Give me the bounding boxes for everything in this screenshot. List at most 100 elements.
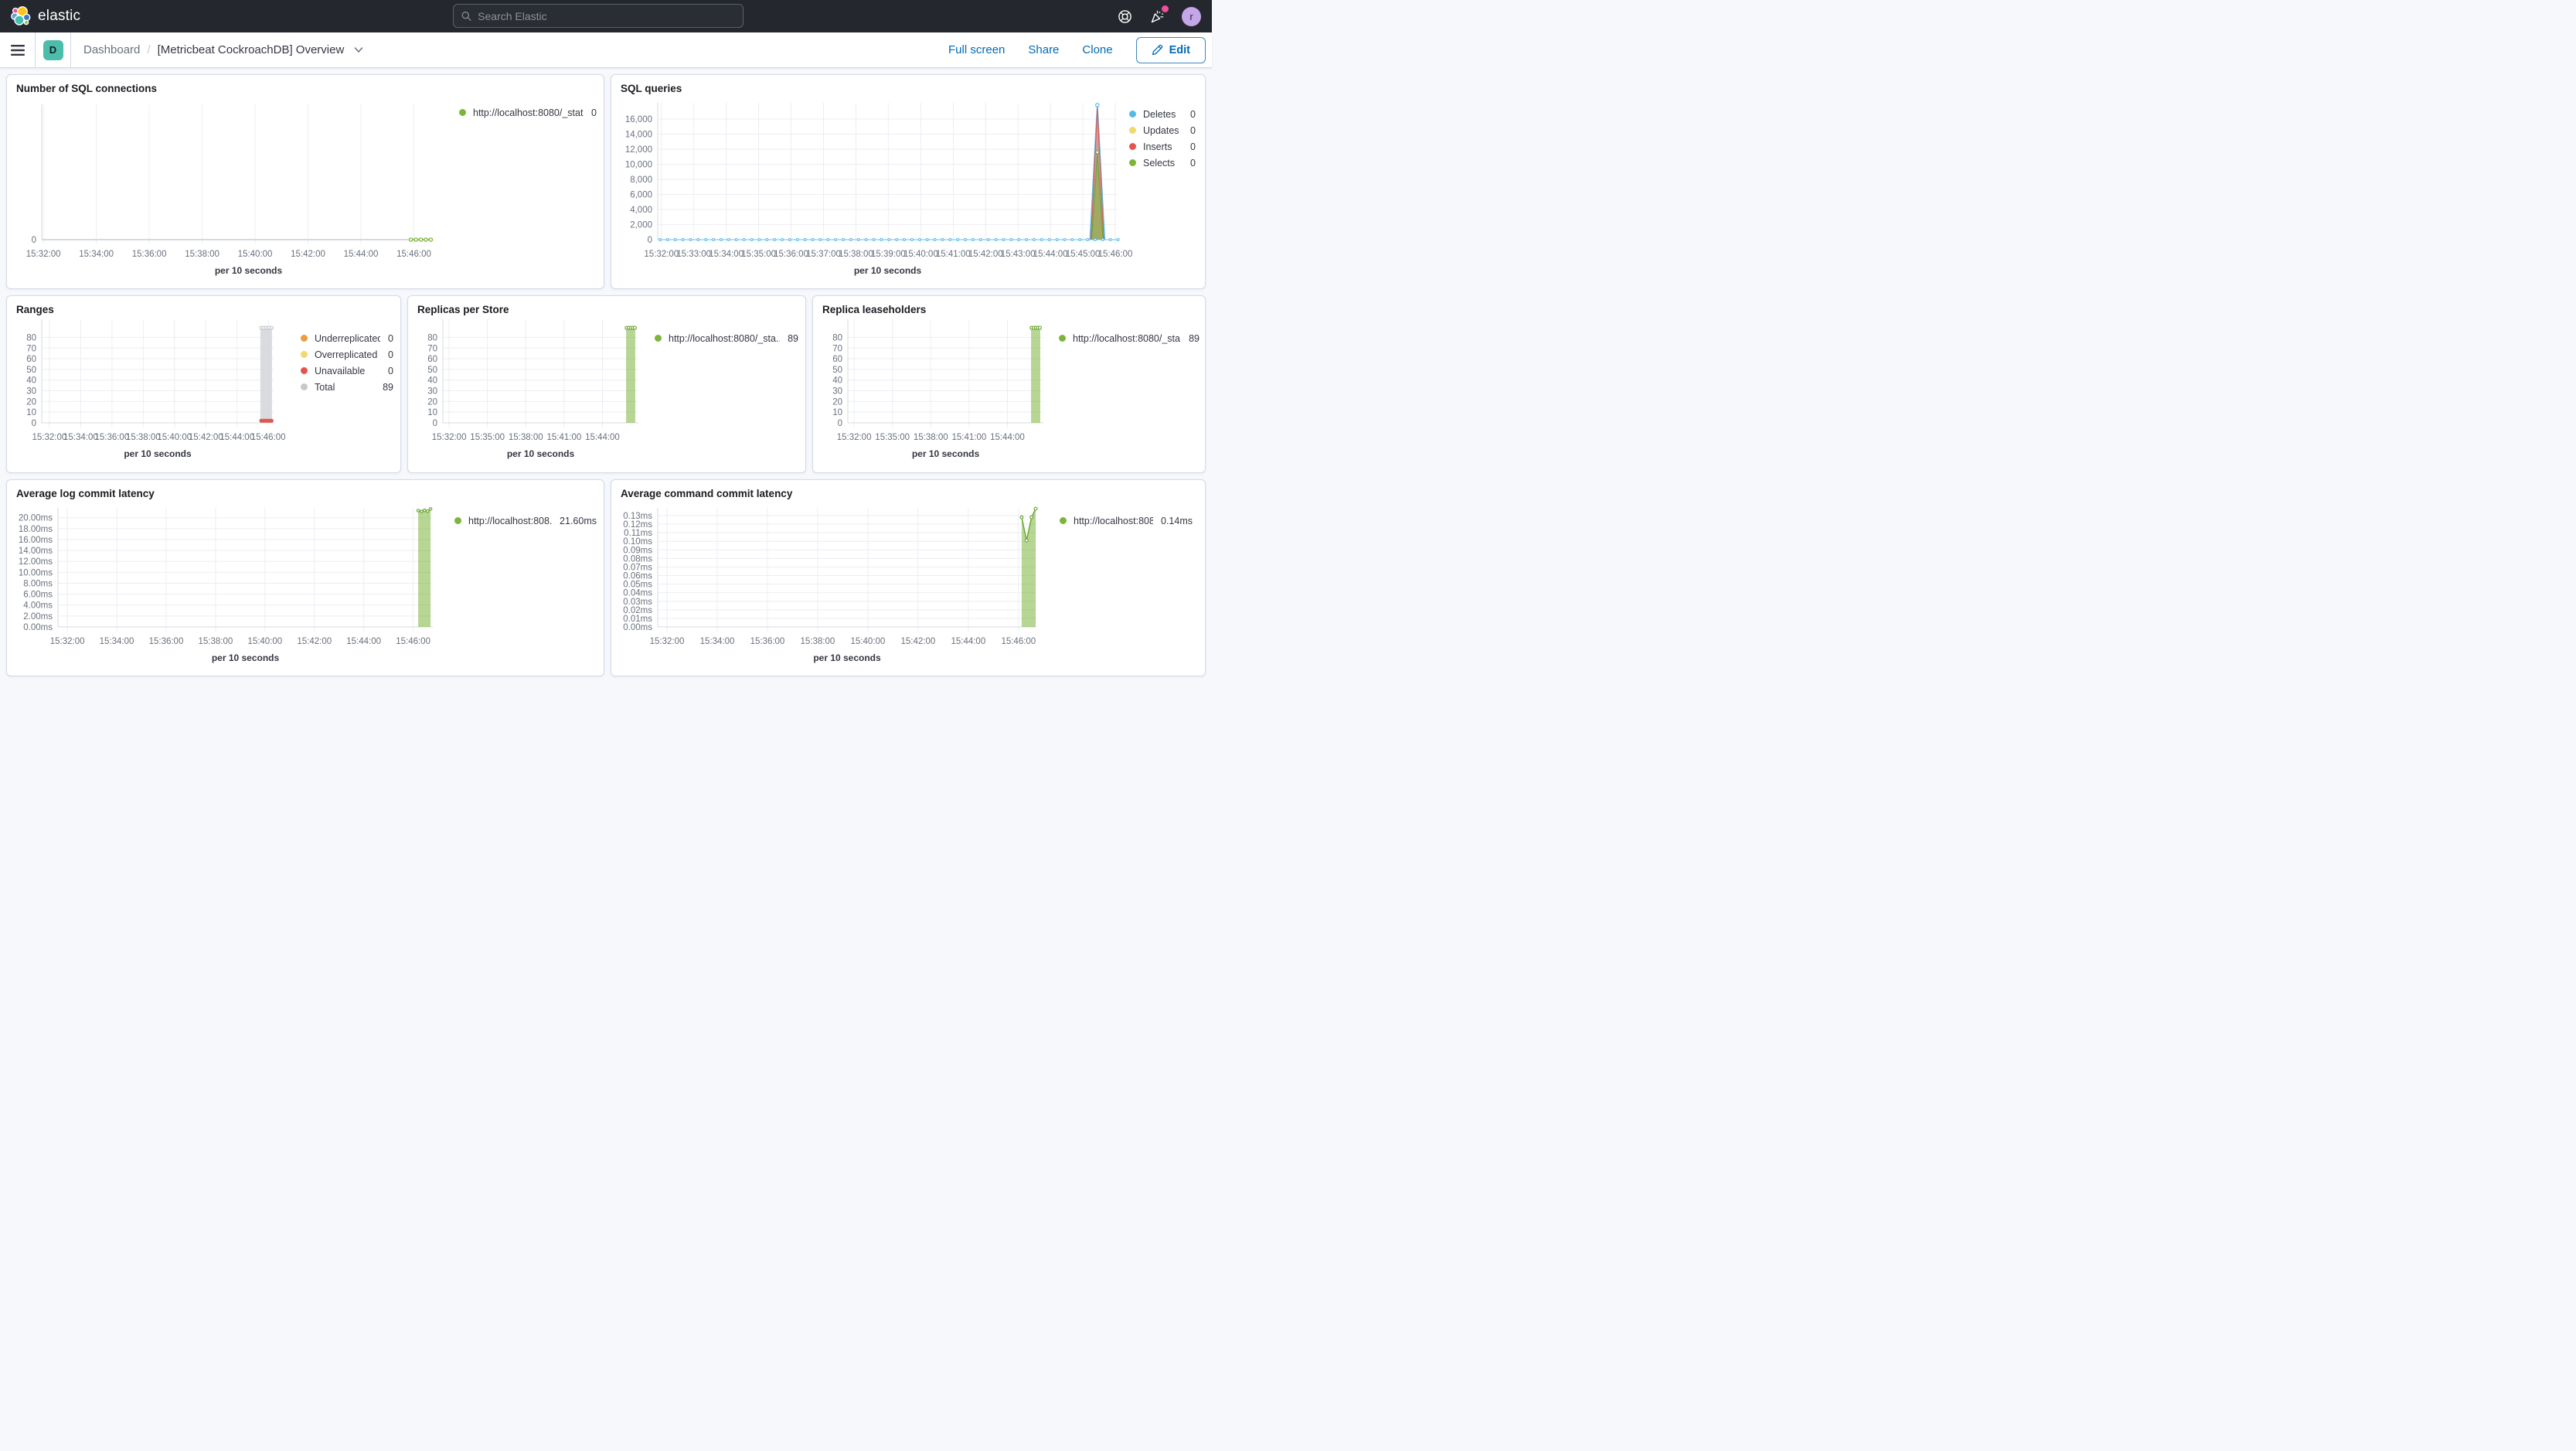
legend-value: 0 xyxy=(388,365,393,376)
svg-text:12,000: 12,000 xyxy=(625,145,652,155)
svg-text:0.02ms: 0.02ms xyxy=(623,606,652,615)
svg-text:15:44:00: 15:44:00 xyxy=(951,637,985,646)
svg-text:15:32:00: 15:32:00 xyxy=(644,250,679,259)
clone-button[interactable]: Clone xyxy=(1082,43,1113,56)
svg-text:14,000: 14,000 xyxy=(625,130,652,139)
svg-text:15:36:00: 15:36:00 xyxy=(750,637,785,646)
avatar[interactable]: r xyxy=(1182,6,1201,26)
top-nav-bar: elastic xyxy=(0,0,1212,32)
legend-series-dot xyxy=(454,517,461,524)
svg-text:15:44:00: 15:44:00 xyxy=(346,637,381,646)
title-menu-button[interactable] xyxy=(354,46,363,53)
legend-value: 0.14ms xyxy=(1161,515,1193,526)
toolbar-actions: Full screen Share Clone Edit xyxy=(948,36,1212,63)
svg-text:15:35:00: 15:35:00 xyxy=(470,433,505,442)
dashboard-app-button[interactable]: D xyxy=(36,32,71,67)
svg-text:40: 40 xyxy=(832,376,842,386)
svg-text:15:32:00: 15:32:00 xyxy=(837,433,872,442)
legend-item[interactable]: Unavailable 0 xyxy=(301,363,393,379)
svg-text:0.09ms: 0.09ms xyxy=(623,546,652,555)
svg-text:0.07ms: 0.07ms xyxy=(623,563,652,572)
svg-text:15:32:00: 15:32:00 xyxy=(26,250,61,259)
svg-text:15:46:00: 15:46:00 xyxy=(251,433,286,442)
menu-icon xyxy=(10,44,25,56)
legend-series-dot xyxy=(301,367,308,374)
svg-text:0: 0 xyxy=(32,419,36,428)
svg-text:0.12ms: 0.12ms xyxy=(623,520,652,530)
replicas-per-store-plot[interactable]: 15:32:00 15:35:00 15:38:00 15:41:00 15:44:00… xyxy=(408,296,805,472)
replica-leaseholders-plot[interactable]: 15:32:00 15:35:00 15:38:00 15:41:00 15:44:00… xyxy=(813,296,1205,472)
help-button[interactable] xyxy=(1117,9,1132,24)
legend-value: 0 xyxy=(1190,124,1196,136)
panel-title: Replicas per Store xyxy=(417,304,509,315)
svg-text:40: 40 xyxy=(26,376,36,386)
edit-button-label: Edit xyxy=(1169,43,1190,56)
svg-text:0.00ms: 0.00ms xyxy=(23,623,53,632)
legend-label: Selects xyxy=(1143,157,1175,169)
ranges-plot[interactable]: 15:32:00 15:34:00 15:36:00 15:38:00 15:40:00… xyxy=(7,296,400,472)
svg-text:18.00ms: 18.00ms xyxy=(19,525,53,534)
dashboard-content: Number of SQL connections 15:32:00 15:34:… xyxy=(0,68,1212,683)
legend-item[interactable]: http://localhost:8080... 0.14ms xyxy=(1060,513,1193,529)
svg-text:0: 0 xyxy=(648,236,652,245)
legend-series-dot xyxy=(301,335,308,342)
log-commit-latency-plot[interactable]: 15:32:00 15:34:00 15:36:00 15:38:00 15:40:00… xyxy=(7,480,604,676)
panel-title: SQL queries xyxy=(621,83,682,94)
share-button[interactable]: Share xyxy=(1028,43,1060,56)
svg-text:15:41:00: 15:41:00 xyxy=(951,433,986,442)
svg-text:15:38:00: 15:38:00 xyxy=(839,250,873,259)
svg-text:per 10 seconds: per 10 seconds xyxy=(215,265,283,276)
elastic-brand[interactable]: elastic xyxy=(11,6,80,26)
svg-text:80: 80 xyxy=(427,333,437,342)
sql-queries-plot[interactable]: 15:32:00 15:33:00 15:34:00 15:35:00 15:36:00… xyxy=(611,75,1205,288)
svg-text:0.04ms: 0.04ms xyxy=(623,589,652,598)
svg-text:15:40:00: 15:40:00 xyxy=(851,637,886,646)
breadcrumb-dashboard-link[interactable]: Dashboard xyxy=(83,43,141,56)
svg-text:0.05ms: 0.05ms xyxy=(623,581,652,590)
ranges-legend: Underreplicated 0 Overreplicated 0 Unavailab… xyxy=(301,330,393,395)
legend-item[interactable]: Overreplicated 0 xyxy=(301,346,393,363)
legend-series-dot xyxy=(1129,127,1136,134)
chart-canvas: 15:32:0015:34:0015:36:0015:38:0015:40:00… xyxy=(26,319,286,459)
legend-item[interactable]: http://localhost:8080/_sta... 89 xyxy=(1059,330,1200,346)
full-screen-button[interactable]: Full screen xyxy=(948,43,1006,56)
svg-text:per 10 seconds: per 10 seconds xyxy=(854,265,922,276)
news-icon xyxy=(1151,10,1163,22)
sql-queries-legend: Deletes 0 Updates 0 Inserts 0 Selects 0 xyxy=(1129,106,1196,171)
svg-text:10: 10 xyxy=(26,408,36,417)
svg-text:8.00ms: 8.00ms xyxy=(23,579,53,588)
help-icon xyxy=(1118,9,1131,23)
legend-item[interactable]: http://localhost:8080/_sta... 89 xyxy=(655,330,798,346)
sql-connections-plot[interactable]: 15:32:00 15:34:00 15:36:00 15:38:00 15:40:00… xyxy=(7,75,604,288)
legend-series-dot xyxy=(1129,159,1136,166)
command-commit-latency-plot[interactable]: 15:32:00 15:34:00 15:36:00 15:38:00 15:40:00… xyxy=(611,480,1205,676)
svg-text:12.00ms: 12.00ms xyxy=(19,557,53,567)
edit-button[interactable]: Edit xyxy=(1135,36,1206,63)
svg-text:80: 80 xyxy=(832,333,842,342)
svg-text:50: 50 xyxy=(427,366,437,375)
legend-item[interactable]: Underreplicated 0 xyxy=(301,330,393,346)
legend-item[interactable]: Total 89 xyxy=(301,379,393,395)
legend-label: Unavailable xyxy=(315,365,366,376)
svg-text:15:46:00: 15:46:00 xyxy=(1001,637,1036,646)
svg-text:0.06ms: 0.06ms xyxy=(623,572,652,581)
legend-item[interactable]: Inserts 0 xyxy=(1129,138,1196,155)
legend-item[interactable]: Deletes 0 xyxy=(1129,106,1196,122)
svg-text:60: 60 xyxy=(832,355,842,364)
news-button[interactable] xyxy=(1149,5,1169,24)
legend-value: 21.60ms xyxy=(560,515,597,526)
legend-item[interactable]: Updates 0 xyxy=(1129,122,1196,138)
search-input[interactable] xyxy=(478,9,735,22)
legend-item[interactable]: http://localhost:808... 21.60ms xyxy=(454,513,597,529)
panel-number-of-sql-connections: Number of SQL connections 15:32:00 15:34:… xyxy=(6,74,604,289)
svg-text:10: 10 xyxy=(832,408,842,417)
chevron-down-icon xyxy=(355,47,363,53)
svg-text:15:34:00: 15:34:00 xyxy=(79,250,114,259)
svg-text:14.00ms: 14.00ms xyxy=(19,547,53,556)
legend-item[interactable]: Selects 0 xyxy=(1129,155,1196,171)
menu-button[interactable] xyxy=(0,32,36,67)
legend-label: Underreplicated xyxy=(315,332,381,344)
svg-text:15:42:00: 15:42:00 xyxy=(291,250,325,259)
svg-text:15:37:00: 15:37:00 xyxy=(806,250,841,259)
legend-item[interactable]: http://localhost:8080/_stat... 0 xyxy=(459,104,597,121)
